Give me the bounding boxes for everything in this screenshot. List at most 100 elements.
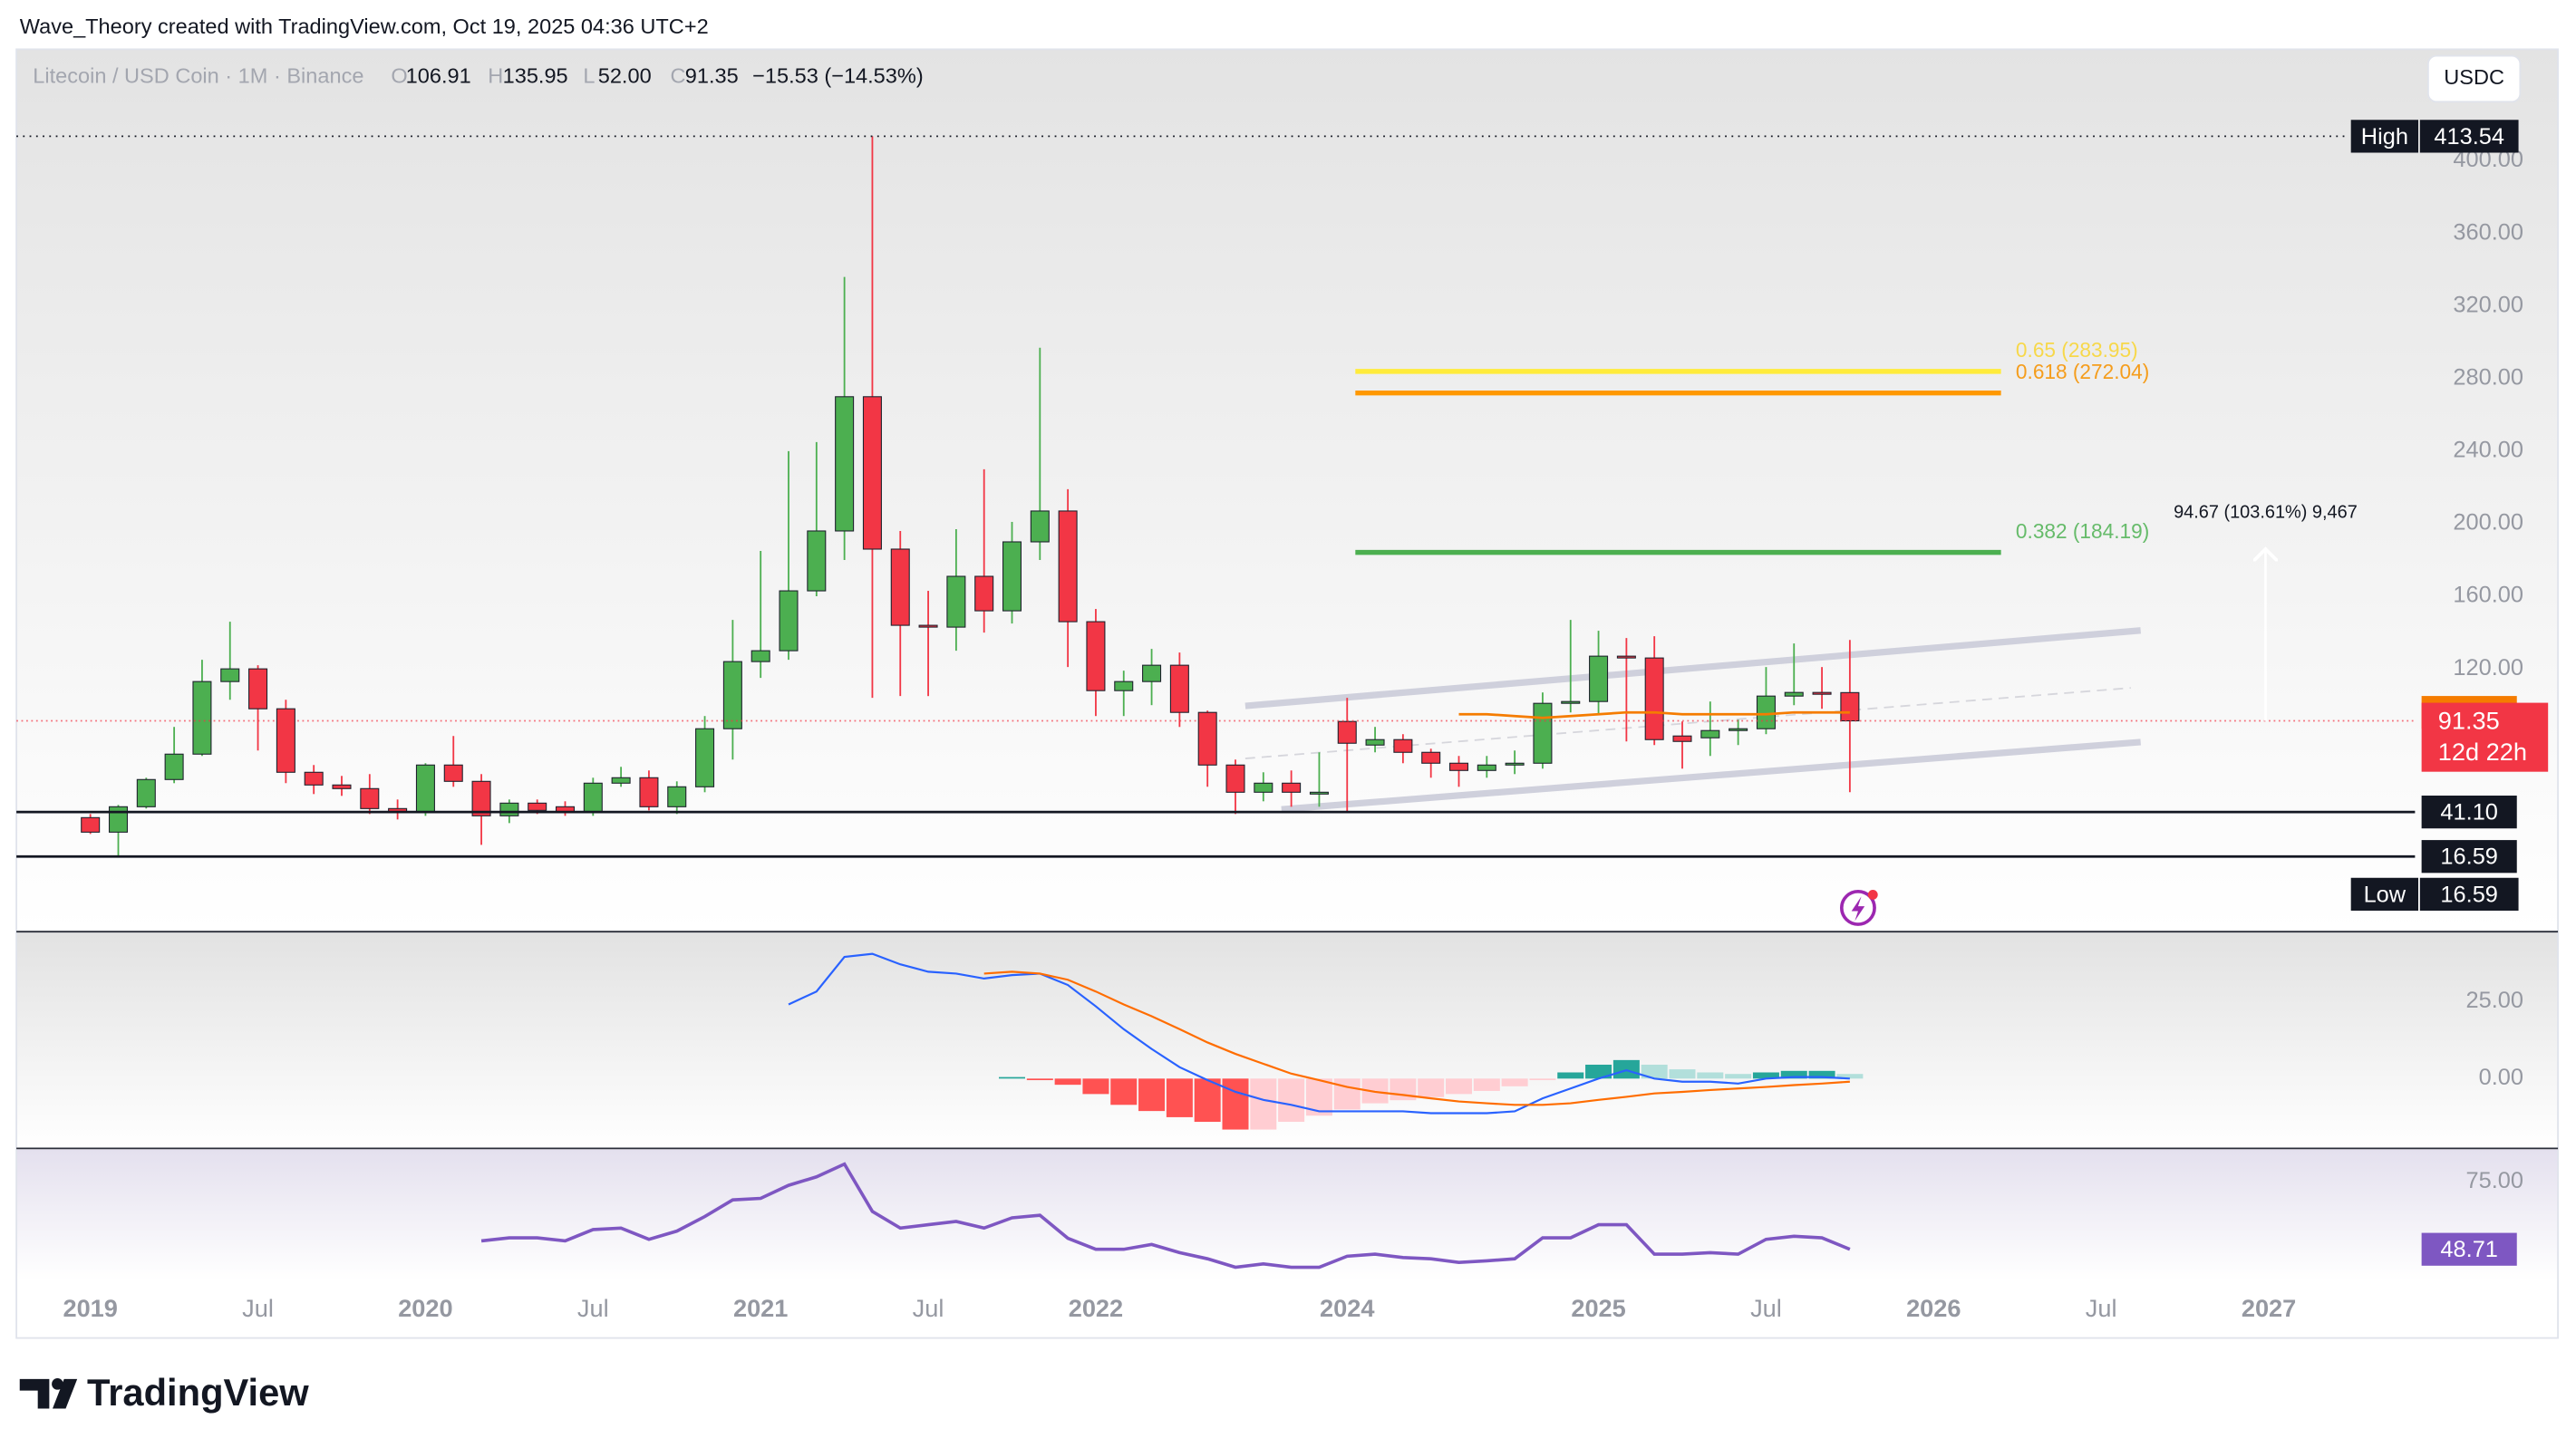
x-tick-label: Jul	[577, 1294, 609, 1322]
candle-body	[443, 764, 463, 782]
extreme-tag: Low	[2364, 882, 2407, 907]
brand-icon	[19, 1378, 50, 1409]
histogram-bar	[1585, 1064, 1612, 1079]
candle-body	[1114, 681, 1134, 691]
fib-label: 0.618 (272.04)	[2016, 360, 2149, 383]
histogram-bar	[1054, 1078, 1081, 1086]
histogram-bar	[1278, 1078, 1305, 1123]
candle-body	[667, 786, 687, 807]
candle-body	[611, 777, 631, 784]
x-tick-label: 2022	[1069, 1294, 1123, 1322]
candle-body	[499, 802, 519, 816]
histogram-bar	[999, 1076, 1025, 1079]
legend-value: 52.00	[598, 63, 652, 87]
candle-body	[583, 782, 603, 813]
x-tick-label: 2020	[398, 1294, 452, 1322]
series-line	[788, 952, 1850, 1115]
extreme-value-label: 413.54	[2434, 124, 2504, 150]
level-tag-label: 16.59	[2440, 845, 2497, 870]
legend-key: C	[671, 63, 686, 87]
candle-body	[974, 575, 994, 612]
candle-body	[1616, 655, 1636, 659]
measure-label: 94.67 (103.61%) 9,467	[2174, 502, 2358, 522]
candle-body	[862, 396, 882, 550]
histogram-bar	[1110, 1078, 1138, 1105]
histogram-bar	[1333, 1078, 1361, 1110]
legend-value: 106.91	[406, 63, 471, 87]
currency-button[interactable]	[2426, 54, 2522, 103]
histogram-bar	[1166, 1078, 1193, 1117]
x-tick-label: 2024	[1320, 1294, 1374, 1322]
candle-body	[332, 784, 352, 789]
x-tick-label: Jul	[2086, 1294, 2117, 1322]
candle-body	[1784, 691, 1804, 697]
series-line	[983, 970, 1850, 1106]
candle-body	[192, 681, 212, 755]
x-tick-label: Jul	[242, 1294, 274, 1322]
legend-key: L	[583, 63, 595, 87]
candle-body	[695, 728, 715, 787]
extreme-tag-box	[2350, 877, 2418, 911]
candle-body	[528, 802, 547, 811]
brand-icon	[53, 1378, 78, 1409]
candle-body	[108, 806, 129, 833]
histogram-bar	[1138, 1078, 1166, 1112]
x-tick-label: 2021	[733, 1294, 788, 1322]
value-tag-box	[2421, 1232, 2517, 1266]
legend-value: 91.35	[685, 63, 739, 87]
candle-body	[639, 777, 659, 807]
histogram-bar	[1697, 1072, 1724, 1079]
candle-body	[946, 575, 966, 628]
candle-body	[1421, 751, 1441, 764]
y-tick-label: 200.00	[2453, 510, 2523, 536]
candle-body	[1756, 695, 1776, 729]
legend-key: H	[488, 63, 503, 87]
candle-body	[81, 816, 101, 833]
candle-body	[471, 780, 491, 816]
candle-body	[220, 668, 240, 682]
y-tick-label: 75.00	[2466, 1168, 2523, 1193]
x-tick-label: 2027	[2242, 1294, 2296, 1322]
x-tick-label: 2019	[63, 1294, 117, 1322]
extreme-value-box	[2419, 120, 2519, 153]
candle-body	[276, 708, 295, 773]
candle-body	[248, 668, 268, 710]
histogram-bar	[1780, 1070, 1807, 1079]
candle-body	[1337, 720, 1357, 744]
candle-body	[1086, 621, 1106, 691]
y-tick-label: 240.00	[2453, 438, 2523, 463]
attribution: Wave_Theory created with TradingView.com…	[20, 14, 709, 38]
rsi-pane	[16, 1149, 2559, 1281]
candle-body	[1589, 655, 1609, 702]
currency-label[interactable]: USDC	[2444, 65, 2504, 89]
extreme-value-box	[2419, 877, 2519, 911]
histogram-bar	[1418, 1078, 1445, 1097]
candle-body	[164, 753, 184, 780]
alert-dot	[1867, 889, 1878, 900]
candle-body	[1393, 738, 1413, 753]
histogram-bar	[1446, 1078, 1472, 1095]
histogram-bar	[1250, 1078, 1277, 1130]
histogram-bar	[1557, 1072, 1584, 1079]
candle-body	[722, 661, 742, 729]
x-tick-label: 2026	[1906, 1294, 1961, 1322]
histogram-bar	[1529, 1078, 1556, 1081]
chart-frame	[15, 48, 2559, 1339]
histogram-bar	[1836, 1074, 1864, 1079]
legend-key: O	[391, 63, 407, 87]
candle-body	[1365, 738, 1385, 746]
candle-body	[1282, 782, 1302, 793]
histogram-bar	[1473, 1078, 1500, 1091]
candle-body	[1840, 691, 1860, 722]
candle-body	[835, 396, 855, 532]
level-tag-box	[2421, 796, 2517, 829]
level-tag-label: 41.10	[2440, 800, 2497, 825]
y-tick-label: 0.00	[2479, 1065, 2523, 1090]
alert-icon[interactable]	[1840, 889, 1876, 926]
candle-body	[1225, 764, 1245, 793]
candle-body	[1448, 762, 1469, 771]
extreme-tag-box	[2350, 120, 2418, 153]
histogram-bar	[1725, 1074, 1752, 1079]
x-tick-label: Jul	[913, 1294, 944, 1322]
